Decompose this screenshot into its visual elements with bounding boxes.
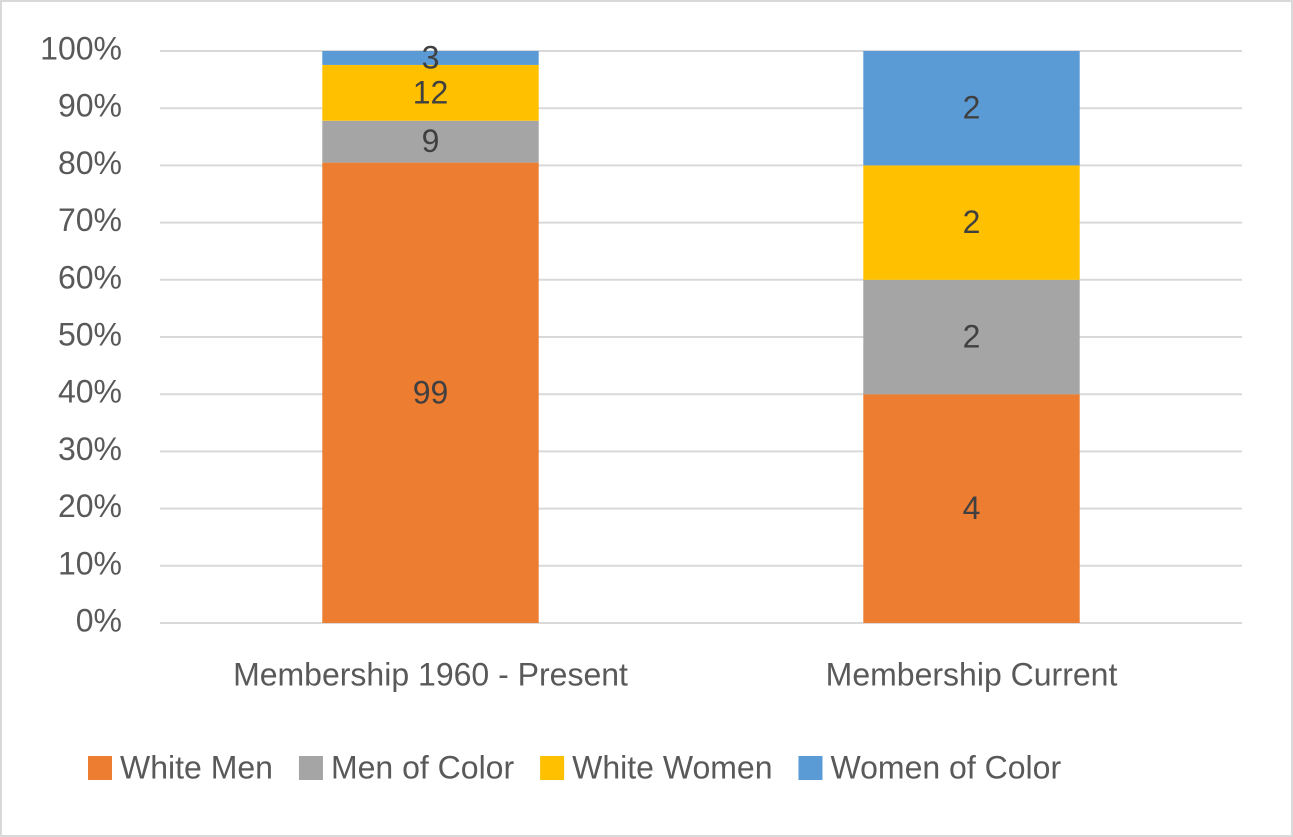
- y-tick-label: 50%: [58, 316, 122, 352]
- legend-swatch: [798, 756, 823, 780]
- bar-segment: [322, 64, 539, 121]
- data-label: 4: [963, 490, 981, 526]
- data-label: 12: [413, 74, 449, 110]
- y-tick-label: 20%: [58, 488, 122, 524]
- y-tick-label: 0%: [76, 602, 122, 638]
- y-tick-label: 100%: [40, 30, 122, 66]
- legend-label: Men of Color: [331, 749, 515, 785]
- bar-segment: [322, 51, 539, 65]
- x-tick-label: Membership Current: [826, 656, 1118, 692]
- y-tick-label: 60%: [58, 259, 122, 295]
- legend-label: White Women: [572, 749, 772, 785]
- data-label: 3: [422, 39, 440, 75]
- data-label: 99: [413, 374, 449, 410]
- y-tick-label: 40%: [58, 374, 122, 410]
- data-label: 2: [963, 204, 981, 240]
- bar-segment: [863, 51, 1080, 166]
- bar-segment: [863, 165, 1080, 280]
- y-tick-label: 70%: [58, 202, 122, 238]
- data-label: 2: [963, 318, 981, 354]
- y-tick-label: 80%: [58, 145, 122, 181]
- y-tick-label: 10%: [58, 545, 122, 581]
- legend-label: Women of Color: [830, 749, 1061, 785]
- data-label: 2: [963, 90, 981, 126]
- legend-swatch: [88, 756, 112, 780]
- data-label: 9: [422, 123, 440, 159]
- x-tick-label: Membership 1960 - Present: [233, 656, 628, 692]
- legend-swatch: [540, 756, 565, 780]
- bar-segment: [322, 120, 539, 163]
- legend-label: White Men: [120, 749, 273, 785]
- legend-swatch: [298, 756, 323, 780]
- bar-segment: [863, 279, 1080, 395]
- y-tick-label: 30%: [58, 431, 122, 467]
- bar-segment: [322, 162, 539, 624]
- bar-segment: [863, 394, 1080, 623]
- y-tick-label: 90%: [58, 88, 122, 124]
